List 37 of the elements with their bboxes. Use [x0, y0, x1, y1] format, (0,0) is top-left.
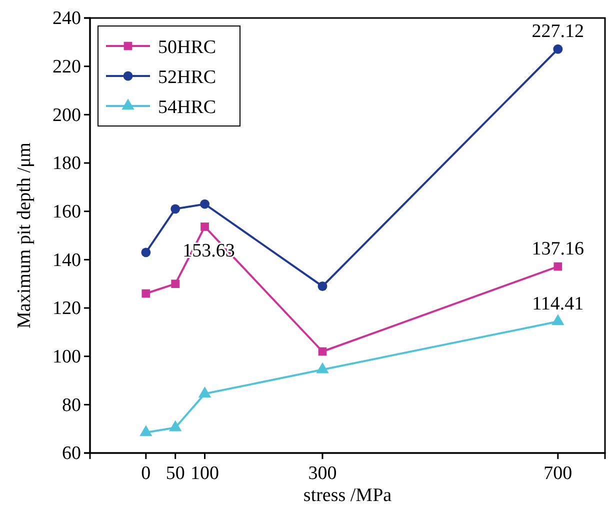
point	[554, 262, 562, 271]
legend-label: 52HRC	[158, 67, 216, 88]
point	[140, 425, 152, 436]
point	[318, 347, 327, 356]
x-tick-label: 100	[190, 463, 220, 484]
y-axis-title: Maximum pit depth /μm	[14, 142, 35, 328]
x-tick-label: 50	[166, 463, 185, 484]
y-tick-label: 200	[52, 104, 81, 126]
y-tick-label: 180	[52, 153, 81, 174]
x-tick-label: 0	[141, 463, 151, 484]
point	[141, 248, 151, 258]
y-tick-label: 220	[52, 56, 81, 78]
point	[170, 204, 180, 214]
point	[316, 362, 329, 374]
x-tick-label: 300	[308, 463, 337, 484]
legend-label: 54HRC	[158, 97, 216, 118]
x-tick-label: 700	[544, 463, 572, 484]
x-axis-title: stress /MPa	[303, 485, 392, 506]
data-label: 227.12	[532, 21, 584, 42]
y-tick-label: 80	[62, 394, 81, 416]
point	[198, 386, 212, 398]
legend-label: 50HRC	[158, 37, 216, 58]
y-tick-label: 120	[52, 298, 81, 320]
point	[171, 280, 180, 288]
y-tick-label: 160	[52, 201, 81, 222]
point	[200, 199, 210, 209]
point	[552, 314, 564, 326]
point	[142, 289, 150, 298]
point	[200, 222, 209, 231]
y-tick-label: 100	[52, 346, 81, 368]
data-label: 114.41	[532, 294, 584, 315]
point	[168, 420, 182, 432]
point	[318, 282, 328, 291]
data-label: 137.16	[532, 238, 584, 260]
y-tick-label: 60	[62, 443, 81, 464]
y-tick-label: 140	[52, 250, 81, 271]
y-tick-label: 240	[52, 8, 81, 30]
